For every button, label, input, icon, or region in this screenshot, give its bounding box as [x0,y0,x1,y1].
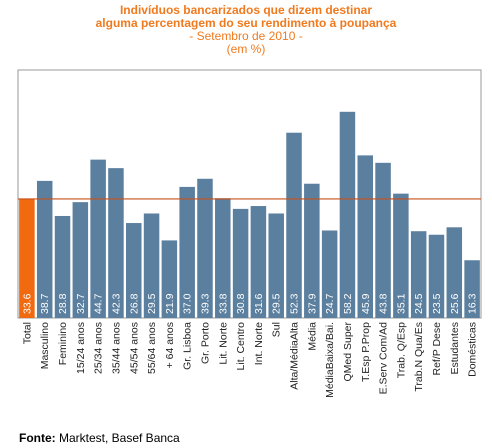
bar-18 [339,111,356,318]
category-label-11: Lit. Norte [217,322,229,365]
category-label-7: 55/64 anos [146,322,158,374]
bar-14 [268,213,284,318]
value-label-17: 24.7 [324,293,336,314]
category-label-18: QMed Super [342,321,354,381]
value-label-23: 23.5 [431,293,443,314]
chart-title-line1: Indivíduos bancarizados que dizem destin… [119,3,373,17]
bar-9 [179,186,195,318]
source-label: Fonte: [19,431,56,445]
category-label-24: Estudantes [449,322,461,375]
bar-23 [428,234,445,318]
category-label-12: Lit. Centro [235,322,247,371]
bars-layer [19,111,480,318]
category-label-22: Trab.N Qua/Es [413,322,425,392]
chart-title-line2: alguma percentagem do seu rendimento à p… [95,16,397,30]
category-label-10: Gr. Porto [199,322,211,364]
value-label-18: 58.2 [342,293,354,314]
value-label-25: 16.3 [467,293,479,314]
bar-2 [54,215,71,318]
bar-12 [232,208,249,318]
value-label-13: 31.6 [253,293,265,314]
value-label-20: 43.8 [378,293,390,314]
value-label-6: 26.8 [128,293,140,314]
value-label-22: 24.5 [413,293,425,314]
bar-6 [126,223,142,318]
plot-area [17,69,482,319]
category-label-21: Trab. Q/Esp [395,322,407,378]
value-label-9: 37.0 [182,293,194,314]
category-label-0: Total [21,322,33,344]
value-label-12: 30.8 [235,293,247,314]
bar-22 [410,231,427,318]
bar-3 [72,202,89,318]
category-label-13: Int. Norte [253,322,265,365]
bar-25 [464,260,480,318]
category-label-25: Domésticas [467,322,479,377]
category-label-6: 45/54 anos [128,322,140,374]
chart-subtitle: - Setembro de 2010 - [189,29,303,43]
value-label-3: 32.7 [75,293,87,314]
category-label-23: Ref/P Dese [431,322,443,376]
bar-7 [143,213,160,318]
category-label-15: Alta/MédiaAlta [289,322,301,390]
category-label-16: Média [306,322,318,351]
value-label-15: 52.3 [289,293,301,314]
bar-19 [357,155,373,318]
value-label-0: 33.6 [21,293,33,314]
bar-24 [446,227,463,318]
source-text: Marktest, Basef Banca [55,431,180,445]
bar-8 [161,240,178,318]
category-label-20: E.Serv Com/Ad [378,322,390,395]
category-label-2: Feminino [57,322,69,365]
value-label-14: 29.5 [271,293,283,314]
value-label-4: 44.7 [93,293,105,314]
bar-10 [197,178,213,318]
value-label-8: 21.9 [164,293,176,314]
bar-17 [321,230,338,318]
value-label-24: 25.6 [449,293,461,314]
bar-11 [215,198,231,318]
bar-13 [250,206,267,318]
value-label-16: 37.9 [306,293,318,314]
value-label-7: 29.5 [146,293,158,314]
value-label-11: 33.8 [217,293,229,314]
value-label-19: 45.9 [360,293,372,314]
chart-title-block: Indivíduos bancarizados que dizem destin… [0,4,492,56]
category-label-19: T.Esp P.Prop [360,322,372,382]
category-label-1: Masculino [39,322,51,369]
bar-0 [19,198,35,318]
bar-15 [286,132,302,318]
bar-5 [108,168,124,318]
value-labels-layer: 33.6 38.7 28.8 32.7 44.7 42.3 26.8 29.5 21.9 37.0… [21,293,478,314]
category-label-9: Gr. Lisboa [182,322,194,370]
bar-21 [393,193,409,318]
value-label-5: 42.3 [110,293,122,314]
category-label-8: + 64 anos [164,322,176,368]
category-label-14: Sul [271,322,283,337]
category-label-3: 15/24 anos [75,322,87,374]
category-label-4: 25/34 anos [93,322,105,374]
category-label-17: MédiaBaixa/Bai. [324,322,336,398]
chart-unit: (em %) [226,42,266,56]
bar-16 [304,183,320,318]
source-note: Fonte: Marktest, Basef Banca [19,431,180,445]
value-label-10: 39.3 [199,293,211,314]
category-labels-layer: Total Masculino Feminino 15/24 anos 25/34 an… [21,321,478,397]
value-label-21: 35.1 [395,293,407,314]
bar-20 [375,162,391,318]
value-label-1: 38.7 [39,293,51,314]
category-label-5: 35/44 anos [110,322,122,374]
value-label-2: 28.8 [57,293,69,314]
bar-1 [36,180,53,318]
